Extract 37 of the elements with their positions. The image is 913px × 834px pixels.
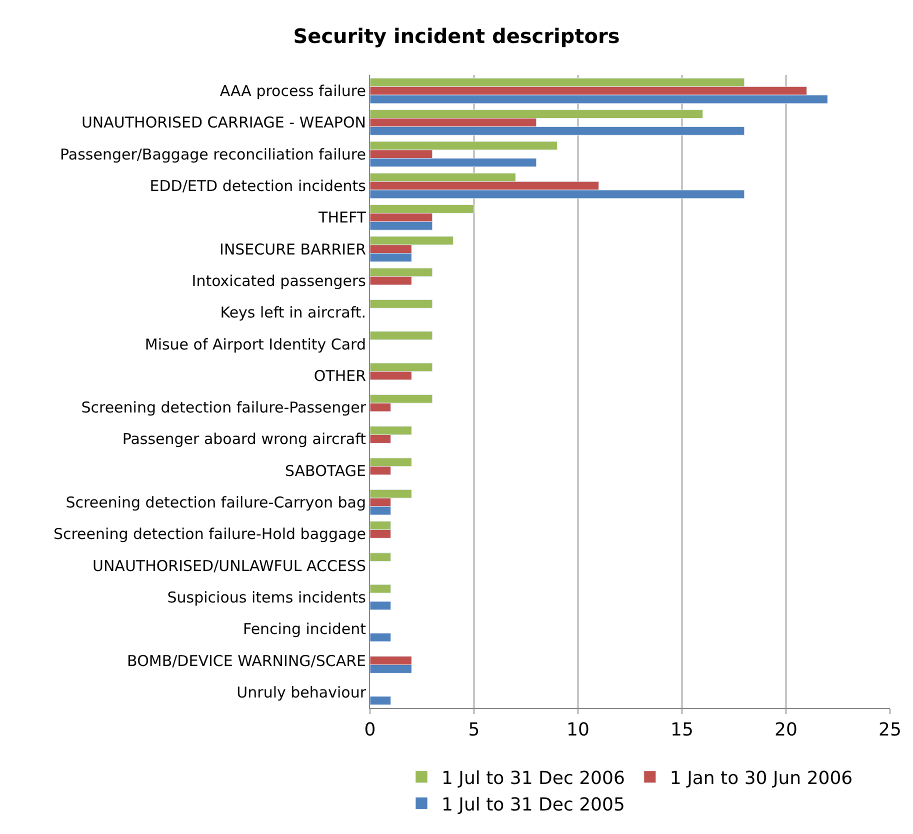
bar bbox=[370, 696, 392, 706]
x-tick-label: 5 bbox=[468, 720, 480, 741]
y-tick-label: Keys left in aircraft. bbox=[220, 304, 366, 322]
x-tick-label: 20 bbox=[774, 720, 798, 741]
y-tick-label: Intoxicated passengers bbox=[192, 272, 366, 290]
legend-label: 1 Jul to 31 Dec 2005 bbox=[442, 794, 625, 816]
y-tick-label: Unruly behaviour bbox=[236, 683, 367, 702]
y-tick-label: UNAUTHORISED/UNLAWFUL ACCESS bbox=[92, 556, 366, 575]
y-tick-label: INSECURE BARRIER bbox=[220, 240, 366, 258]
y-tick-label: Fencing incident bbox=[243, 620, 366, 638]
bar bbox=[370, 299, 433, 308]
y-tick-label: Passenger/Baggage reconciliation failure bbox=[60, 145, 366, 164]
y-tick-label: OTHER bbox=[314, 366, 366, 385]
y-tick-label: EDD/ETD detection incidents bbox=[150, 177, 366, 196]
x-tick-label: 10 bbox=[566, 720, 590, 741]
y-tick-label: Misue of Airport Identity Card bbox=[144, 335, 366, 354]
bar bbox=[370, 632, 392, 642]
bar bbox=[370, 331, 433, 340]
y-tick-label: Screening detection failure-Passenger bbox=[81, 398, 367, 417]
y-tick-label: Screening detection failure-Carryon bag bbox=[66, 494, 366, 512]
y-tick-label: SABOTAGE bbox=[285, 462, 366, 480]
chart-title: Security incident descriptors bbox=[293, 24, 620, 48]
y-tick-label: BOMB/DEVICE WARNING/SCARE bbox=[127, 652, 366, 670]
bar bbox=[370, 601, 392, 610]
x-tick-label: 25 bbox=[878, 720, 902, 741]
y-tick-label: THEFT bbox=[318, 208, 367, 227]
bar bbox=[370, 584, 392, 594]
x-tick-label: 0 bbox=[364, 720, 376, 741]
legend-label: 1 Jan to 30 Jun 2006 bbox=[670, 768, 853, 789]
y-tick-label: AAA process failure bbox=[220, 82, 366, 100]
y-tick-label: Screening detection failure-Hold baggage bbox=[53, 525, 366, 544]
y-tick-label: Suspicious items incidents bbox=[167, 588, 366, 606]
x-tick-label: 15 bbox=[670, 720, 694, 741]
legend-label: 1 Jul to 31 Dec 2006 bbox=[442, 768, 625, 789]
y-tick-label: Passenger aboard wrong aircraft bbox=[122, 430, 366, 448]
y-tick-label: UNAUTHORISED CARRIAGE - WEAPON bbox=[81, 114, 366, 132]
bar bbox=[370, 552, 392, 562]
